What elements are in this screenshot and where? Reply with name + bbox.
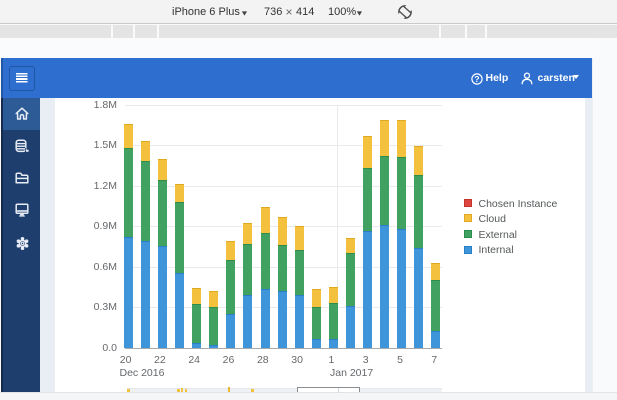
svg-text:?: ? [474, 74, 479, 84]
